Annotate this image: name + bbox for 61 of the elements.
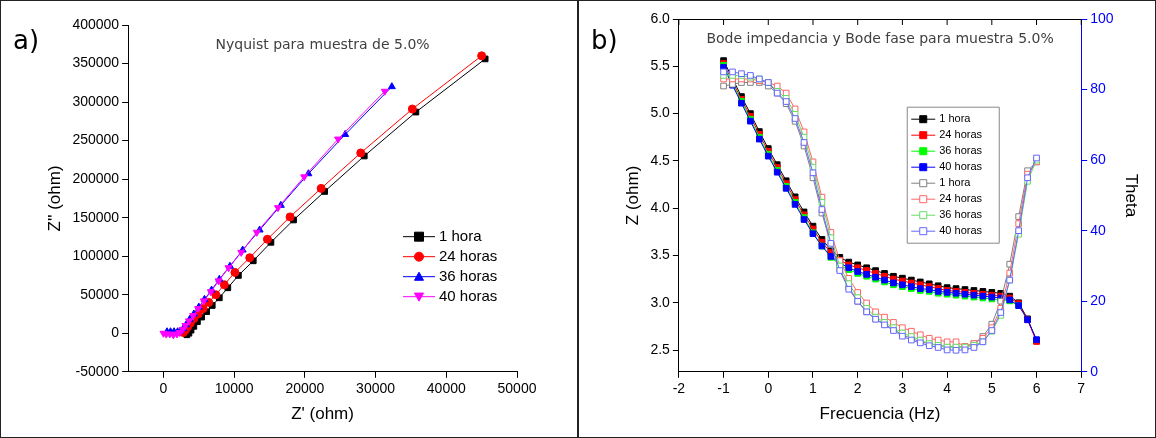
text: a) (13, 24, 40, 55)
x-axis-title: Z' (ohm) (291, 404, 354, 424)
y2-tick-label: 0 (1090, 362, 1099, 379)
legend-label: 24 horas (939, 192, 983, 205)
y-tick-label: 0 (111, 324, 120, 341)
legend-label: 36 horas (939, 208, 983, 221)
text: b) (591, 24, 618, 55)
legend-label: 40 horas (939, 224, 983, 237)
y-tick-label: 150000 (72, 208, 120, 225)
x-tick-label: 40000 (426, 380, 466, 397)
y-tick-label: -50000 (75, 362, 120, 379)
y-tick-label: 200000 (72, 169, 120, 186)
y2-tick-label: 100 (1090, 9, 1114, 26)
x-tick-label: 50000 (497, 380, 537, 397)
y-tick-label: 300000 (72, 92, 120, 109)
legend-label: 1 hora (439, 226, 483, 244)
y2-tick-label: 80 (1090, 80, 1107, 97)
legend-label: 1 hora (939, 112, 972, 125)
y-axis-title: Z (ohm) (622, 165, 642, 226)
x-tick-label: 10000 (214, 380, 254, 397)
y-tick-label: 3.0 (650, 293, 671, 310)
y-tick-label: 250000 (72, 131, 120, 148)
y2-tick-label: 60 (1090, 150, 1107, 167)
legend-label: 36 horas (439, 266, 498, 284)
legend-label: 40 horas (939, 160, 983, 173)
legend-label: 36 horas (939, 144, 983, 157)
x-tick-label: 7 (1077, 380, 1086, 397)
legend-label: 24 horas (439, 246, 498, 264)
x-tick-label: 5 (987, 380, 996, 397)
x-tick-label: 0 (764, 380, 773, 397)
y-tick-label: 350000 (72, 54, 120, 71)
y-tick-label: 100000 (72, 247, 120, 264)
x-tick-label: 6 (1032, 380, 1041, 397)
x-tick-label: 4 (943, 380, 952, 397)
y-axis-title: Z'' (ohm) (44, 165, 64, 232)
x-tick-label: 0 (159, 380, 168, 397)
x-tick-label: 3 (898, 380, 907, 397)
y2-tick-label: 40 (1090, 221, 1107, 238)
x-tick-label: 2 (853, 380, 862, 397)
y-tick-label: 400000 (72, 15, 120, 32)
y-tick-label: 3.5 (650, 246, 671, 263)
x-axis-title: Frecuencia (Hz) (819, 404, 941, 424)
y-tick-label: 5.0 (650, 104, 671, 121)
x-tick-label: 20000 (285, 380, 325, 397)
x-tick-label: 30000 (356, 380, 396, 397)
legend-label: 40 horas (439, 286, 498, 304)
y2-axis-title: Theta (1122, 173, 1142, 218)
text: Nyquist para muestra de 5.0% (215, 35, 430, 52)
y-tick-label: 50000 (80, 285, 120, 302)
x-tick-label: -2 (672, 380, 686, 397)
legend-label: 24 horas (939, 128, 983, 141)
x-tick-label: -1 (717, 380, 731, 397)
legend-label: 1 hora (939, 176, 972, 189)
y-tick-label: 5.5 (650, 57, 671, 74)
x-tick-label: 1 (809, 380, 818, 397)
y-tick-label: 2.5 (650, 340, 671, 357)
y-tick-label: 4.5 (650, 151, 671, 168)
text: Bode impedancia y Bode fase para muestra 5.0% (706, 29, 1054, 46)
y2-tick-label: 20 (1090, 292, 1107, 309)
y-tick-label: 6.0 (650, 9, 671, 26)
y-tick-label: 4.0 (650, 199, 671, 216)
